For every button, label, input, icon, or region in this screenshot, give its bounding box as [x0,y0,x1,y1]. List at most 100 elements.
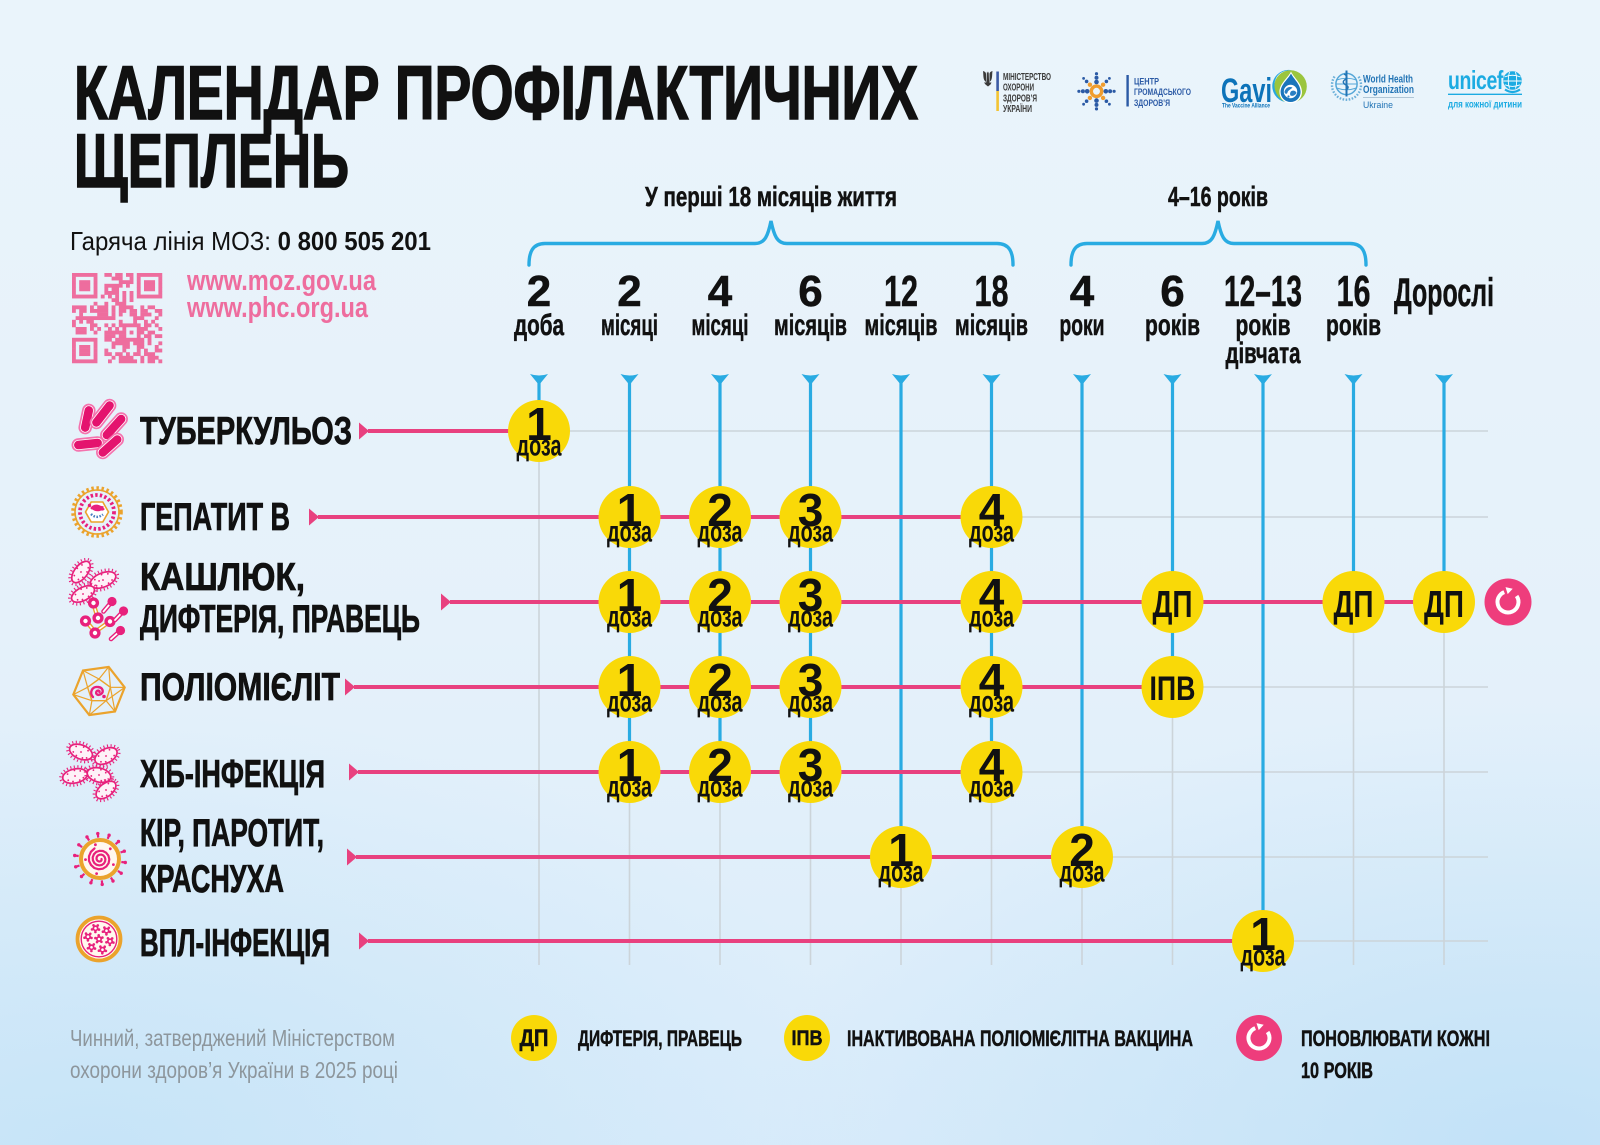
svg-text:1: 1 [617,484,643,536]
svg-text:1: 1 [1250,908,1276,960]
svg-text:доза: доза [607,516,652,549]
svg-text:10 РОКІВ: 10 РОКІВ [1301,1058,1373,1083]
svg-text:12–13: 12–13 [1224,267,1302,316]
svg-text:ДИФТЕРІЯ, ПРАВЕЦЬ: ДИФТЕРІЯ, ПРАВЕЦЬ [578,1026,742,1051]
svg-text:ДП: ДП [520,1025,549,1052]
svg-text:ЗДОРОВ’Я: ЗДОРОВ’Я [1003,92,1037,104]
svg-text:2: 2 [707,654,733,706]
svg-text:роки: роки [1060,309,1105,342]
svg-text:ІПВ: ІПВ [792,1027,823,1050]
svg-text:16: 16 [1337,267,1371,316]
svg-text:ГРОМАДСЬКОГО: ГРОМАДСЬКОГО [1134,87,1191,98]
svg-text:1: 1 [617,654,643,706]
svg-text:ЩЕПЛЕНЬ: ЩЕПЛЕНЬ [74,119,349,204]
svg-text:4: 4 [1070,267,1095,316]
svg-text:1: 1 [888,824,914,876]
svg-text:КІР, ПАРОТИТ,: КІР, ПАРОТИТ, [140,812,324,855]
svg-text:ПОНОВЛЮВАТИ КОЖНІ: ПОНОВЛЮВАТИ КОЖНІ [1301,1026,1490,1051]
svg-text:ГЕПАТИТ В: ГЕПАТИТ В [140,496,290,539]
svg-text:доза: доза [788,686,833,719]
svg-text:ОХОРОНИ: ОХОРОНИ [1003,82,1034,94]
svg-text:охорони здоров’я України в 202: охорони здоров’я України в 2025 році [70,1057,398,1083]
svg-text:6: 6 [798,267,822,316]
svg-text:4: 4 [979,654,1005,706]
svg-text:років: років [1145,309,1200,342]
svg-text:КАШЛЮК,: КАШЛЮК, [140,556,305,599]
svg-text:1: 1 [617,569,643,621]
svg-text:12: 12 [884,267,918,316]
svg-text:2: 2 [527,267,551,316]
svg-text:для кожної дитини: для кожної дитини [1448,99,1522,111]
svg-text:УКРАЇНИ: УКРАЇНИ [1003,102,1032,115]
svg-text:3: 3 [798,484,824,536]
svg-text:World Health: World Health [1363,74,1413,86]
svg-text:доза: доза [969,601,1014,634]
svg-text:ХІБ-ІНФЕКЦІЯ: ХІБ-ІНФЕКЦІЯ [140,753,325,796]
svg-text:Gavi: Gavi [1221,72,1272,110]
svg-text:18: 18 [975,267,1009,316]
svg-text:2: 2 [707,739,733,791]
svg-text:ТУБЕРКУЛЬОЗ: ТУБЕРКУЛЬОЗ [140,410,352,453]
svg-text:4: 4 [979,569,1005,621]
svg-text:4: 4 [979,739,1005,791]
svg-text:www.moz.gov.ua: www.moz.gov.ua [186,265,377,297]
svg-text:4: 4 [979,484,1005,536]
svg-text:The Vaccine Alliance: The Vaccine Alliance [1222,103,1270,110]
svg-text:2: 2 [617,267,641,316]
svg-text:3: 3 [798,654,824,706]
svg-text:доза: доза [1241,940,1286,973]
svg-text:2: 2 [707,569,733,621]
svg-text:місяців: місяців [865,309,938,342]
svg-text:доза: доза [607,601,652,634]
svg-text:Гаряча лінія МОЗ: 0 800 505 20: Гаряча лінія МОЗ: 0 800 505 201 [70,226,431,256]
svg-text:місяці: місяці [601,309,658,342]
svg-text:доза: доза [969,516,1014,549]
svg-text:років: років [1326,309,1381,342]
svg-text:3: 3 [798,739,824,791]
svg-text:ІНАКТИВОВАНА ПОЛІОМІЄЛІТНА ВАК: ІНАКТИВОВАНА ПОЛІОМІЄЛІТНА ВАКЦИНА [847,1026,1193,1051]
svg-text:доза: доза [698,516,743,549]
svg-text:4–16 років: 4–16 років [1168,181,1268,212]
svg-text:місяців: місяців [955,309,1028,342]
svg-text:доза: доза [517,430,562,463]
svg-text:місяці: місяці [692,309,749,342]
svg-text:доза: доза [969,686,1014,719]
svg-text:ЦЕНТР: ЦЕНТР [1134,77,1160,88]
svg-text:місяців: місяців [774,309,847,342]
svg-text:3: 3 [798,569,824,621]
svg-text:www.phc.org.ua: www.phc.org.ua [186,292,369,324]
svg-text:unicef: unicef [1448,65,1504,95]
svg-text:доза: доза [1060,856,1105,889]
svg-text:6: 6 [1160,267,1184,316]
svg-text:доба: доба [514,309,564,342]
svg-text:МІНІСТЕРСТВО: МІНІСТЕРСТВО [1003,71,1051,83]
svg-text:ІПВ: ІПВ [1150,670,1196,708]
svg-text:Organization: Organization [1363,84,1414,96]
svg-text:доза: доза [698,601,743,634]
svg-text:КРАСНУХА: КРАСНУХА [140,858,284,901]
svg-text:Чинний, затверджений Міністерс: Чинний, затверджений Міністерством [70,1025,395,1051]
svg-text:доза: доза [788,771,833,804]
svg-text:ДИФТЕРІЯ, ПРАВЕЦЬ: ДИФТЕРІЯ, ПРАВЕЦЬ [140,598,420,641]
svg-text:ЗДОРОВ’Я: ЗДОРОВ’Я [1134,98,1170,109]
svg-text:доза: доза [969,771,1014,804]
svg-text:2: 2 [1069,824,1095,876]
svg-text:доза: доза [698,771,743,804]
svg-text:ДП: ДП [1334,584,1374,626]
svg-text:КАЛЕНДАР ПРОФІЛАКТИЧНИХ: КАЛЕНДАР ПРОФІЛАКТИЧНИХ [74,51,918,136]
svg-text:2: 2 [707,484,733,536]
svg-text:1: 1 [617,739,643,791]
svg-text:У перші 18 місяців життя: У перші 18 місяців життя [645,181,897,212]
svg-text:дівчата: дівчата [1226,337,1301,370]
svg-text:доза: доза [788,601,833,634]
svg-text:доза: доза [607,686,652,719]
svg-text:років: років [1236,309,1291,342]
svg-text:Ukraine: Ukraine [1363,100,1393,111]
svg-text:4: 4 [708,267,733,316]
svg-text:доза: доза [879,856,924,889]
svg-text:ВПЛ-ІНФЕКЦІЯ: ВПЛ-ІНФЕКЦІЯ [140,922,330,965]
svg-text:Дорослі: Дорослі [1394,271,1494,315]
svg-text:ДП: ДП [1153,584,1193,626]
svg-text:доза: доза [698,686,743,719]
svg-text:ДП: ДП [1424,584,1464,626]
